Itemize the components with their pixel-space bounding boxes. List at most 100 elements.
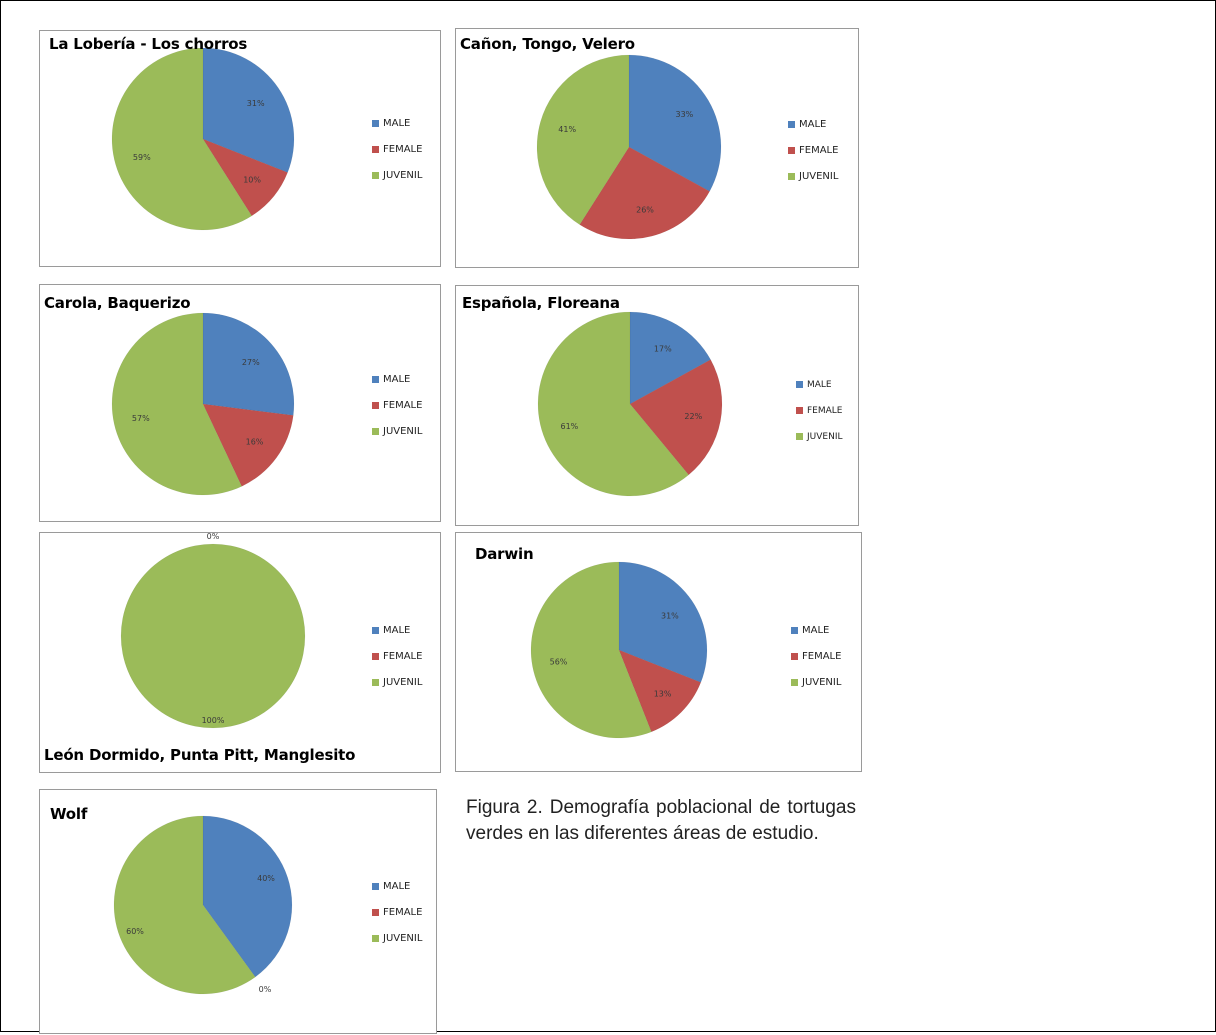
legend-item-male: MALE [796,378,843,391]
data-label-male: 17% [654,345,672,354]
legend-item-female: FEMALE [788,144,838,157]
pie-slice-juvenil [111,47,253,231]
pie-panel-canon-tongo-velero: 33% 26% 41% Cañon, Tongo, Velero MALE FEMA… [455,28,859,268]
legend-swatch-male [791,627,798,634]
legend-swatch-male [372,120,379,127]
pie-panel-leon-dormido: 0% 100% León Dormido, Punta Pitt, Mangles… [39,532,441,773]
pie-slice-juvenil [536,54,630,226]
pie-chart: 31% 10% 59% [111,47,295,231]
chart-title: Carola, Baquerizo [44,294,191,312]
legend-label-juvenil: JUVENIL [807,431,843,442]
legend-swatch-male [788,121,795,128]
figure-caption: Figura 2. Demografía poblacional de tort… [466,797,856,844]
pie-slice-juvenil [113,815,256,995]
legend-swatch-male [372,627,379,634]
legend-label-male: MALE [383,118,411,129]
legend-label-male: MALE [807,379,832,390]
legend-item-juvenil: JUVENIL [791,676,841,689]
legend-swatch-juvenil [372,679,379,686]
data-label-juvenil: 61% [561,422,579,431]
legend-label-male: MALE [383,374,411,385]
legend-label-male: MALE [802,625,830,636]
legend-label-juvenil: JUVENIL [383,933,423,944]
pie-slice-female [579,146,710,240]
legend-item-juvenil: JUVENIL [788,170,838,183]
legend-swatch-juvenil [791,679,798,686]
pie-panel-darwin: 31% 13% 56% Darwin MALE FEMALE JUVENIL [455,532,862,772]
pie-panel-espanola-floreana: 17% 22% 61% Española, Floreana MALE FEMALE… [455,285,859,526]
legend-swatch-female [788,147,795,154]
data-label-juvenil: 57% [132,414,150,423]
legend-item-juvenil: JUVENIL [372,932,422,945]
legend-item-juvenil: JUVENIL [796,430,843,443]
chart-title: Darwin [475,545,534,563]
legend-item-male: MALE [372,624,422,637]
legend-item-female: FEMALE [372,143,422,156]
pie-chart: 0% 100% [120,533,306,729]
legend-label-female: FEMALE [802,651,842,662]
pie-panel-wolf: 40% 0% 60% Wolf MALE FEMALE JUVENIL [39,789,437,1034]
legend-label-female: FEMALE [383,651,423,662]
data-label-male: 27% [242,358,260,367]
legend-swatch-juvenil [372,172,379,179]
legend-label-juvenil: JUVENIL [799,171,839,182]
data-label-juvenil: 100% [202,716,225,725]
pie-slice-male [629,311,711,405]
legend: MALE FEMALE JUVENIL [372,880,422,958]
legend: MALE FEMALE JUVENIL [788,118,838,196]
data-label-male: 40% [257,874,275,883]
legend-item-female: FEMALE [372,906,422,919]
legend-swatch-female [791,653,798,660]
legend: MALE FEMALE JUVENIL [372,117,422,195]
pie-chart: 40% 0% 60% [113,815,293,995]
chart-title: León Dormido, Punta Pitt, Manglesito [44,746,356,764]
legend-swatch-male [372,883,379,890]
legend-item-male: MALE [788,118,838,131]
legend-label-female: FEMALE [383,400,423,411]
legend: MALE FEMALE JUVENIL [372,373,422,451]
data-label-female: 13% [654,690,672,699]
legend-label-juvenil: JUVENIL [802,677,842,688]
legend-swatch-female [372,653,379,660]
legend-swatch-female [372,402,379,409]
legend-swatch-juvenil [372,428,379,435]
legend-label-female: FEMALE [383,144,423,155]
legend-item-female: FEMALE [796,404,843,417]
legend-item-female: FEMALE [791,650,841,663]
data-label-male: 0% [207,533,220,541]
chart-title: La Lobería - Los chorros [49,35,248,53]
pie-slice-male [202,815,293,978]
legend-swatch-female [372,909,379,916]
data-label-female: 16% [246,437,264,446]
pie-chart: 27% 16% 57% [111,312,295,496]
pie-panel-la-loberia: 31% 10% 59% La Lobería - Los chorros MALE … [39,30,441,267]
data-label-male: 31% [247,99,265,108]
legend-swatch-juvenil [796,433,803,440]
pie-chart: 17% 22% 61% [537,311,723,497]
legend: MALE FEMALE JUVENIL [791,624,841,702]
legend-label-female: FEMALE [799,145,839,156]
legend-swatch-juvenil [788,173,795,180]
legend-item-male: MALE [372,880,422,893]
legend-swatch-female [796,407,803,414]
data-label-male: 33% [676,110,694,119]
legend: MALE FEMALE JUVENIL [372,624,422,702]
data-label-female: 0% [259,985,272,994]
legend-label-male: MALE [383,881,411,892]
legend-swatch-male [796,381,803,388]
pie-slice-male [628,54,722,192]
pie-slice-female [202,403,294,487]
pie-chart: 31% 13% 56% [530,561,708,739]
legend-label-male: MALE [799,119,827,130]
data-label-female: 26% [636,205,654,214]
legend-swatch-female [372,146,379,153]
pie-slice-male [618,561,708,683]
chart-title: Española, Floreana [462,294,620,312]
pie-slice-juvenil [111,312,243,496]
legend-item-male: MALE [372,373,422,386]
legend-label-juvenil: JUVENIL [383,677,423,688]
data-label-male: 31% [661,611,679,620]
legend-label-juvenil: JUVENIL [383,426,423,437]
pie-slice-juvenil [530,561,652,739]
legend-label-female: FEMALE [807,405,843,416]
